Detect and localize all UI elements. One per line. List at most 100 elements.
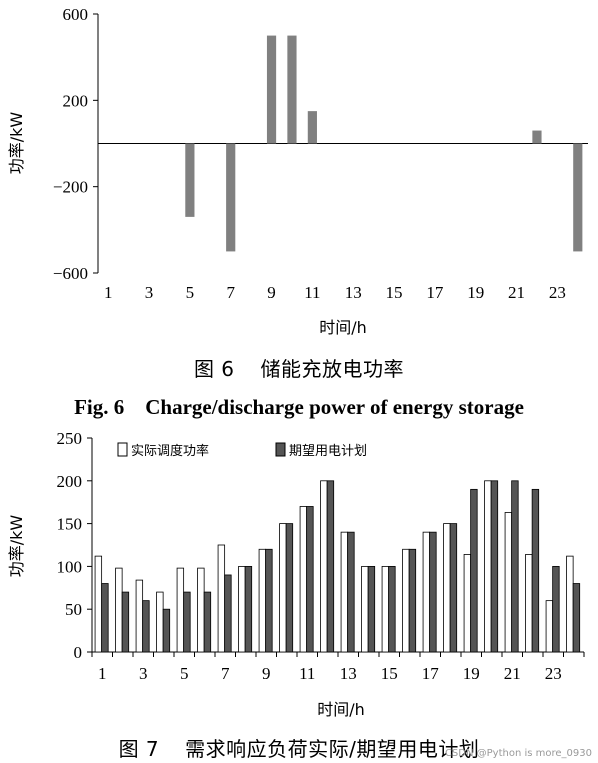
bar-actual-hour-17 (422, 531, 431, 653)
x-tick-label: 13 (340, 664, 357, 683)
figure-7-number: 图 7 (118, 737, 160, 761)
bar-actual-hour-2 (115, 567, 123, 653)
bar-planned-hour-17 (429, 531, 437, 653)
bar-actual-hour-19 (463, 554, 472, 653)
bar-actual-hour-12 (320, 480, 328, 653)
bar-hour-24 (573, 143, 583, 252)
chart-axes (87, 437, 585, 657)
x-tick-label: 5 (180, 664, 189, 683)
x-axis-title: 时间/h (317, 700, 365, 719)
bar-actual-hour-18 (443, 523, 451, 653)
bar-hour-10 (287, 35, 297, 144)
y-tick-label: 0 (74, 643, 83, 662)
bar-actual-hour-24 (566, 555, 574, 653)
x-tick-label: 19 (467, 283, 484, 302)
y-axis-title: 功率/kW (7, 112, 26, 175)
x-tick-label: 5 (186, 283, 195, 302)
bar-planned-hour-18 (449, 523, 458, 653)
series-actual (94, 480, 574, 653)
figure-6-caption-en: Fig. 6 Charge/discharge power of energy … (74, 395, 524, 419)
x-tick-label: 7 (221, 664, 230, 683)
bar-hour-22 (532, 130, 542, 144)
y-tick-label: −200 (53, 178, 88, 197)
bar-planned-hour-11 (306, 506, 314, 653)
bar-actual-hour-22 (525, 554, 533, 653)
x-tick-label: 23 (545, 664, 562, 683)
y-tick-labels: 600 200 −200 −600 (53, 5, 88, 283)
legend-swatch-planned (275, 442, 286, 457)
y-tick-labels: 250 200 150 100 50 0 (57, 429, 83, 662)
bar-planned-hour-24 (572, 583, 581, 653)
bar-actual-hour-9 (258, 548, 267, 653)
bar-planned-hour-15 (388, 565, 396, 653)
bar-planned-hour-1 (101, 583, 109, 653)
x-tick-labels: 1 3 5 7 9 11 13 15 17 19 21 23 (104, 283, 566, 302)
x-tick-label: 7 (226, 283, 235, 302)
bar-hour-5 (185, 143, 195, 217)
y-tick-label: 50 (65, 600, 82, 619)
bar-planned-hour-2 (121, 591, 130, 653)
chart-axes (93, 13, 588, 274)
figure-6-caption: 图 6 储能充放电功率 (0, 353, 598, 382)
figure-7-title: 需求响应负荷实际/期望用电计划 (185, 737, 480, 761)
x-tick-label: 1 (98, 664, 107, 683)
x-tick-label: 3 (139, 664, 148, 683)
x-tick-label: 9 (262, 664, 271, 683)
x-tick-label: 9 (267, 283, 276, 302)
x-tick-label: 11 (299, 664, 315, 683)
bar-actual-hour-21 (504, 512, 513, 653)
bar-actual-hour-16 (402, 548, 410, 653)
bar-planned-hour-20 (490, 480, 499, 653)
bar-actual-hour-4 (156, 591, 164, 653)
bar-actual-hour-8 (238, 565, 246, 653)
chart-bars (185, 35, 583, 252)
bar-hour-9 (266, 35, 277, 144)
y-tick-label: 600 (63, 5, 89, 24)
figure-6-number: 图 6 (193, 357, 235, 381)
bar-actual-hour-1 (94, 555, 103, 653)
bar-actual-hour-3 (135, 579, 144, 653)
bar-planned-hour-8 (244, 565, 253, 653)
bar-planned-hour-6 (203, 591, 212, 653)
bar-actual-hour-11 (299, 506, 308, 653)
bar-planned-hour-9 (265, 548, 273, 653)
figure-6-title: 储能充放电功率 (260, 357, 405, 381)
series-planned (101, 480, 581, 653)
bar-planned-hour-10 (285, 523, 294, 653)
bar-planned-hour-21 (511, 480, 519, 653)
y-tick-label: 100 (57, 557, 83, 576)
bar-actual-hour-10 (279, 523, 287, 653)
y-tick-label: 200 (63, 91, 89, 110)
legend-label-actual: 实际调度功率 (131, 443, 209, 459)
x-tick-label: 15 (381, 664, 398, 683)
x-axis-title: 时间/h (319, 318, 367, 337)
x-tick-label: 1 (104, 283, 113, 302)
bar-actual-hour-14 (361, 565, 369, 653)
legend-swatch-actual (117, 442, 128, 457)
x-tick-label: 3 (145, 283, 154, 302)
bar-planned-hour-7 (224, 574, 232, 653)
x-tick-label: 15 (386, 283, 403, 302)
x-tick-label: 21 (508, 283, 525, 302)
bar-actual-hour-5 (176, 567, 185, 653)
bar-actual-hour-6 (197, 567, 205, 653)
bar-planned-hour-19 (470, 488, 478, 653)
bar-actual-hour-15 (381, 565, 390, 653)
bar-planned-hour-14 (367, 565, 376, 653)
y-tick-label: −600 (53, 264, 88, 283)
chart-legend: 实际调度功率 期望用电计划 (117, 442, 367, 459)
bar-hour-11 (307, 111, 317, 144)
y-axis-title: 功率/kW (7, 515, 26, 578)
bar-actual-hour-20 (484, 480, 492, 653)
x-tick-label: 19 (463, 664, 480, 683)
bar-actual-hour-23 (545, 600, 554, 653)
bar-planned-hour-13 (347, 531, 355, 653)
x-tick-label: 21 (504, 664, 521, 683)
bar-planned-hour-22 (531, 488, 540, 653)
y-tick-label: 200 (57, 472, 83, 491)
bar-planned-hour-23 (552, 565, 560, 653)
bar-actual-hour-7 (217, 544, 226, 653)
bar-planned-hour-16 (408, 548, 417, 653)
